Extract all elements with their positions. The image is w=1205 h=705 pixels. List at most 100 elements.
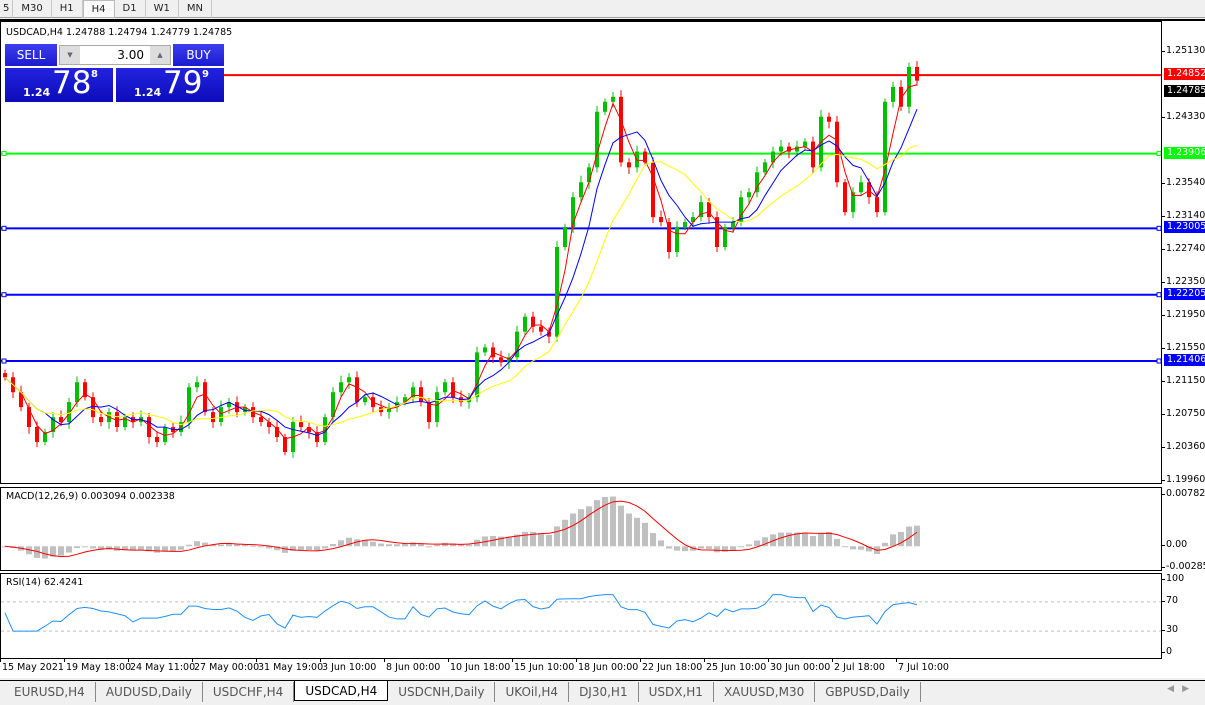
candle bbox=[387, 403, 391, 419]
buy-price[interactable]: 1.24 79 9 bbox=[116, 65, 224, 102]
candle bbox=[755, 166, 759, 198]
tab-usdx-h1[interactable]: USDX,H1 bbox=[639, 682, 714, 702]
tab-eurusd-h4[interactable]: EURUSD,H4 bbox=[4, 682, 96, 702]
tab-gbpusd-daily[interactable]: GBPUSD,Daily bbox=[815, 682, 921, 702]
candle bbox=[723, 223, 727, 251]
candle bbox=[43, 428, 47, 446]
timeframe-5[interactable]: 5 bbox=[0, 0, 14, 18]
line-handle-right[interactable] bbox=[1156, 225, 1161, 231]
candle bbox=[699, 195, 703, 222]
candle bbox=[643, 148, 647, 166]
tab-ukoil-h4[interactable]: UKOil,H4 bbox=[495, 682, 570, 702]
timeframe-d1[interactable]: D1 bbox=[115, 0, 146, 18]
macd-histogram-bar bbox=[442, 542, 448, 547]
decrease-lot-icon[interactable]: ▼ bbox=[60, 46, 80, 64]
candle bbox=[715, 211, 719, 252]
macd-histogram-bar bbox=[58, 546, 64, 556]
price-axis-tick: 1.25130 bbox=[1161, 45, 1205, 56]
line-handle-right[interactable] bbox=[1156, 358, 1161, 364]
line-handle-left[interactable] bbox=[1, 358, 7, 364]
timeframe-w1[interactable]: W1 bbox=[146, 0, 179, 18]
price-axis: 1.25130 1.24330 1.23540 1.23140 1.22740 1.223… bbox=[1161, 21, 1205, 485]
macd-histogram-bar bbox=[706, 546, 712, 549]
lot-size-stepper[interactable]: ▼ 3.00 ▲ bbox=[59, 45, 171, 65]
candle bbox=[595, 105, 599, 173]
macd-histogram-bar bbox=[138, 546, 144, 550]
macd-histogram-bar bbox=[890, 534, 896, 547]
tab-dj30-h1[interactable]: DJ30,H1 bbox=[569, 682, 639, 702]
candle bbox=[507, 353, 511, 369]
candle bbox=[187, 383, 191, 429]
macd-histogram-bar bbox=[866, 546, 872, 552]
candle bbox=[915, 61, 919, 86]
candle bbox=[347, 373, 351, 389]
timeframe-h1[interactable]: H1 bbox=[52, 0, 83, 18]
macd-histogram-bar bbox=[226, 543, 232, 547]
price-label: 1.23005 bbox=[1164, 221, 1205, 234]
time-axis-label: 19 May 18:00 bbox=[63, 658, 132, 673]
time-axis-label: 10 Jun 18:00 bbox=[447, 658, 511, 673]
macd-histogram-bar bbox=[514, 534, 520, 547]
macd-histogram-bar bbox=[146, 546, 152, 552]
line-handle-left[interactable] bbox=[1, 151, 7, 157]
increase-lot-icon[interactable]: ▲ bbox=[150, 46, 170, 64]
sell-price-big-figure: 1.24 bbox=[23, 86, 51, 99]
candle bbox=[835, 115, 839, 188]
lot-size-input[interactable]: 3.00 bbox=[117, 48, 144, 62]
line-handle-right[interactable] bbox=[1156, 151, 1161, 157]
candle bbox=[339, 375, 343, 397]
timeframe-m30[interactable]: M30 bbox=[13, 0, 52, 18]
macd-histogram-bar bbox=[338, 540, 344, 547]
macd-histogram-bar bbox=[562, 519, 568, 547]
candle bbox=[619, 90, 623, 167]
macd-histogram-bar bbox=[722, 546, 728, 552]
tab-usdchf-h4[interactable]: USDCHF,H4 bbox=[203, 682, 295, 702]
macd-histogram-bar bbox=[642, 522, 648, 547]
macd-histogram-bar bbox=[154, 546, 160, 553]
candle bbox=[363, 393, 367, 406]
macd-axis: 0.007826 0.00 -0.002859 bbox=[1161, 487, 1205, 572]
tab-scroll-arrows-icon[interactable]: ◀▶ bbox=[1167, 684, 1197, 694]
macd-histogram-bar bbox=[402, 543, 408, 547]
time-axis-label: 15 May 2021 bbox=[0, 658, 64, 673]
macd-histogram-bar bbox=[834, 538, 840, 547]
price-axis-tick: 1.22740 bbox=[1161, 243, 1205, 255]
candle bbox=[267, 417, 271, 434]
macd-histogram-bar bbox=[290, 546, 296, 551]
one-click-trading-panel: SELL ▼ 3.00 ▲ BUY 1.24 78 8 1.24 79 9 bbox=[5, 44, 224, 102]
tab-xauusd-m30[interactable]: XAUUSD,M30 bbox=[714, 682, 816, 702]
line-handle-left[interactable] bbox=[1, 292, 7, 298]
macd-histogram-bar bbox=[850, 546, 856, 550]
time-axis-label: 15 Jun 10:00 bbox=[511, 658, 575, 673]
line-handle-left[interactable] bbox=[1, 225, 7, 231]
tab-usdcad-h4[interactable]: USDCAD,H4 bbox=[294, 681, 389, 701]
buy-button[interactable]: BUY bbox=[173, 44, 224, 66]
timeframe-mn[interactable]: MN bbox=[179, 0, 212, 18]
macd-histogram-bar bbox=[898, 531, 904, 547]
candle bbox=[747, 188, 751, 204]
tab-audusd-daily[interactable]: AUDUSD,Daily bbox=[96, 682, 203, 702]
candle bbox=[627, 158, 631, 174]
candle bbox=[651, 157, 655, 223]
price-axis-tick: 1.21950 bbox=[1161, 308, 1205, 320]
price-pane[interactable]: USDCAD,H4 1.24788 1.24794 1.24779 1.2478… bbox=[0, 21, 1162, 484]
candle bbox=[123, 413, 127, 431]
macd-histogram-bar bbox=[570, 513, 576, 547]
candle bbox=[115, 406, 119, 433]
symbol-header: USDCAD,H4 1.24788 1.24794 1.24779 1.2478… bbox=[6, 27, 233, 38]
macd-pane[interactable]: MACD(12,26,9) 0.003094 0.002338 bbox=[0, 487, 1162, 571]
timeframe-h4[interactable]: H4 bbox=[82, 0, 115, 18]
price-axis-tick: 1.20360 bbox=[1161, 440, 1205, 452]
macd-histogram-bar bbox=[578, 509, 584, 547]
tab-usdcnh-daily[interactable]: USDCNH,Daily bbox=[388, 682, 496, 702]
time-axis-label: 25 Jun 10:00 bbox=[703, 658, 767, 673]
sell-price[interactable]: 1.24 78 8 bbox=[5, 65, 113, 102]
sell-button[interactable]: SELL bbox=[5, 44, 57, 66]
line-handle-right[interactable] bbox=[1156, 292, 1161, 298]
macd-histogram-bar bbox=[250, 545, 256, 547]
candle bbox=[811, 136, 815, 174]
macd-histogram-bar bbox=[810, 536, 816, 547]
rsi-pane[interactable]: RSI(14) 62.4241 bbox=[0, 573, 1162, 659]
time-axis-label: 3 Jun 10:00 bbox=[319, 658, 377, 673]
price-axis-tick: 1.21550 bbox=[1161, 342, 1205, 354]
